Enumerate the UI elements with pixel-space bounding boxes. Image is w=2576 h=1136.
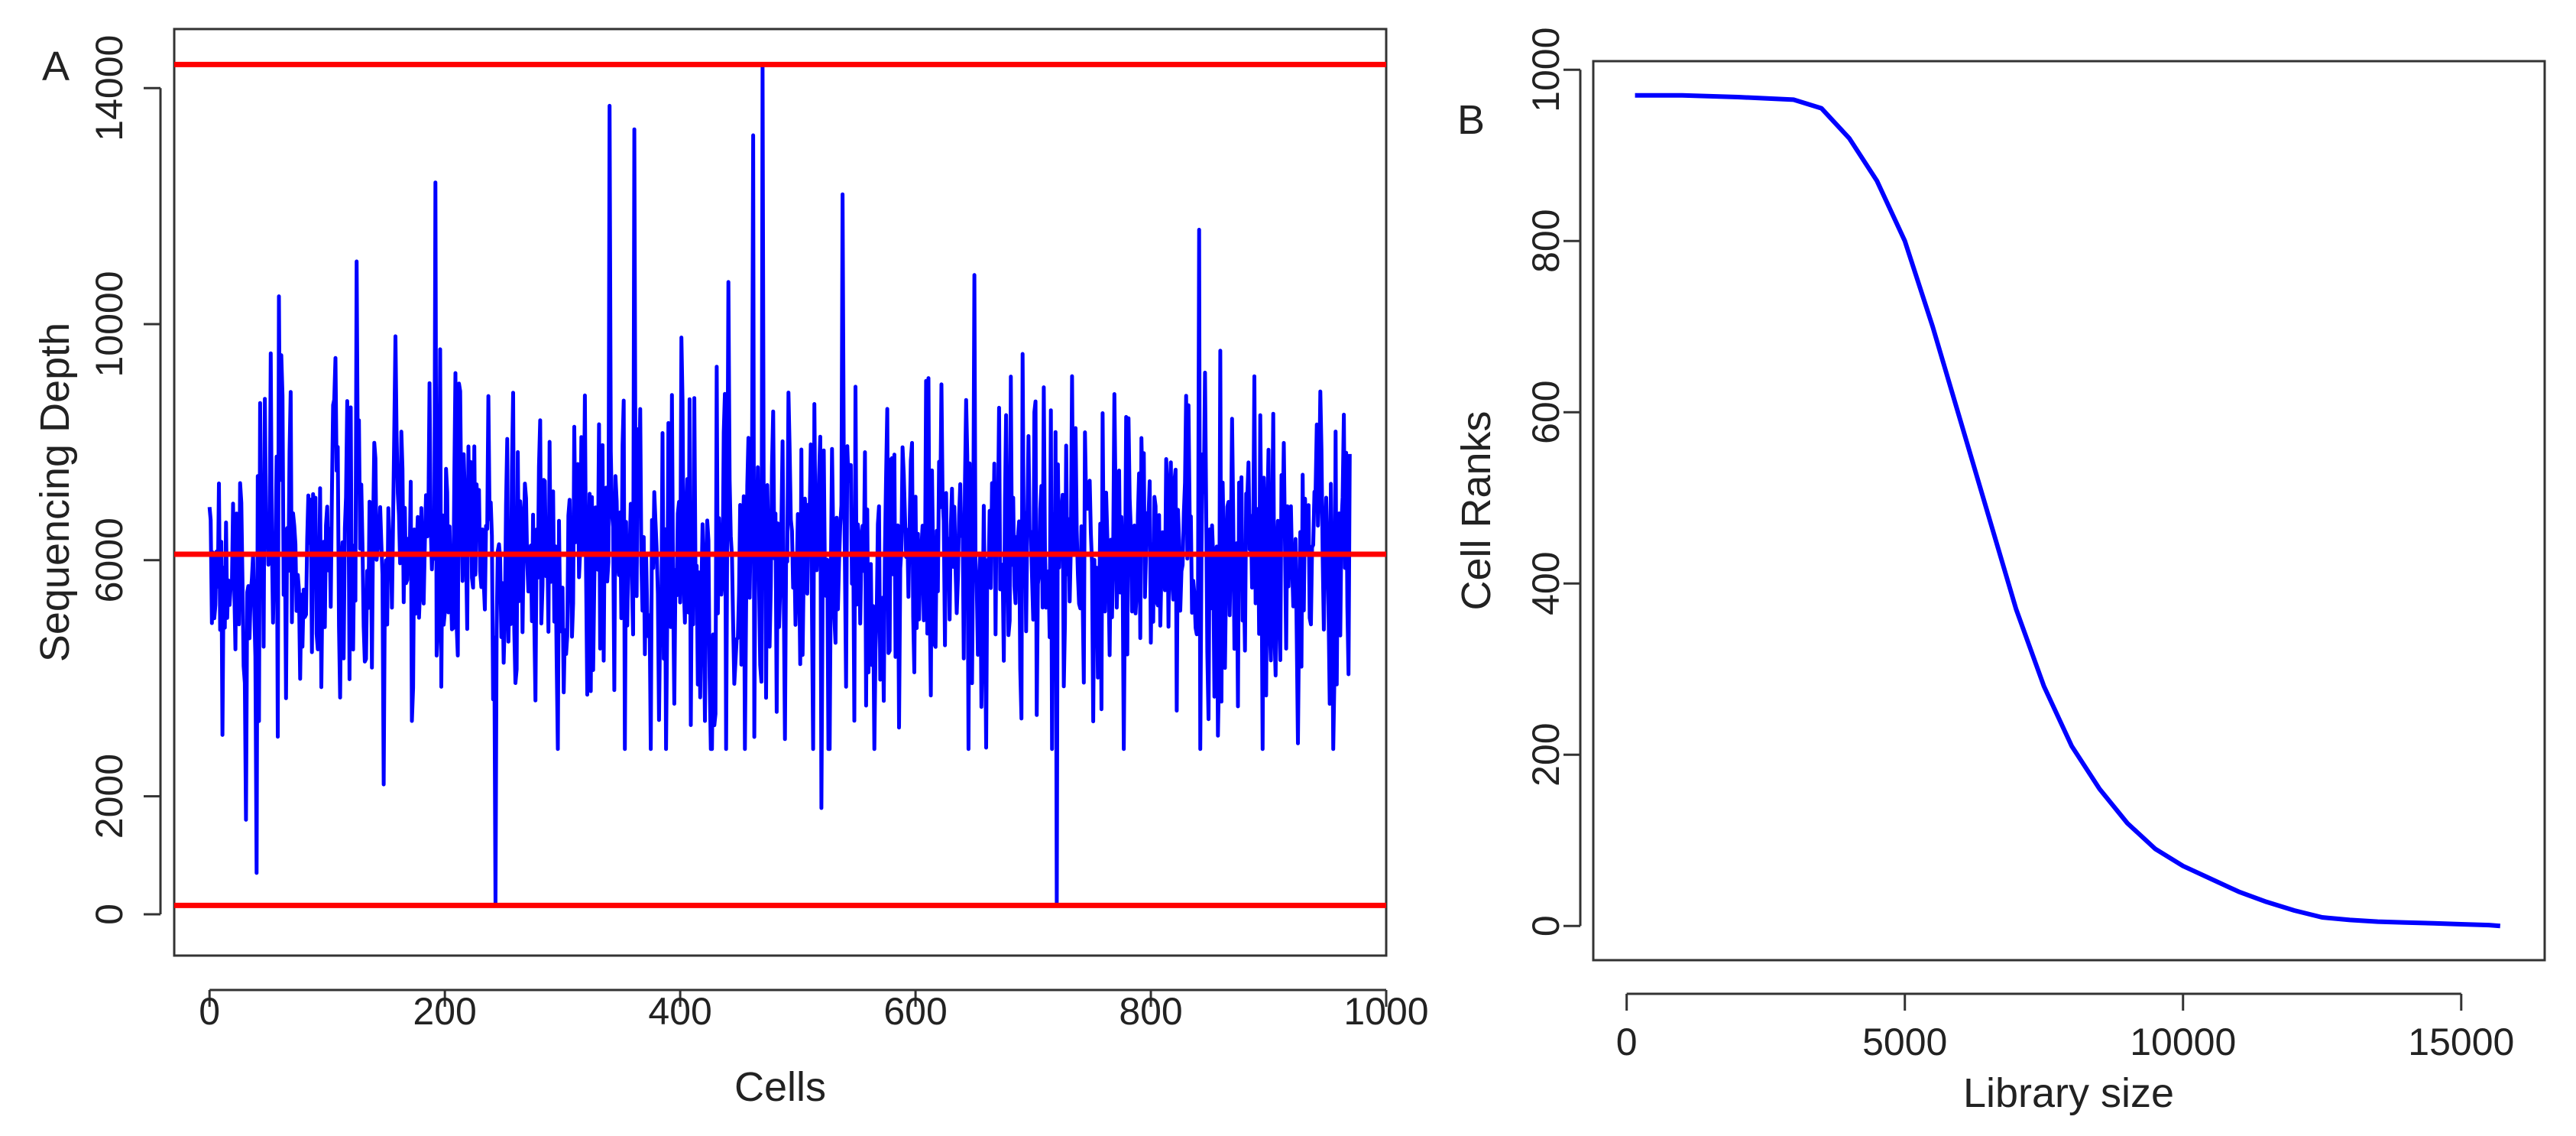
y-tick-label: 0 xyxy=(88,904,131,925)
x-tick-label: 15000 xyxy=(2408,1021,2514,1063)
y-tick-label: 2000 xyxy=(88,754,131,839)
x-tick-label: 10000 xyxy=(2130,1021,2236,1063)
x-tick-label: 600 xyxy=(883,990,947,1033)
y-tick-label: 0 xyxy=(1525,915,1567,936)
x-axis-title: Cells xyxy=(734,1064,826,1110)
panel-letter: B xyxy=(1457,97,1485,143)
x-tick-label: 0 xyxy=(199,990,220,1033)
panel-letter: A xyxy=(42,44,70,89)
plot-frame xyxy=(173,28,1388,957)
x-tick-label: 1000 xyxy=(1343,990,1428,1033)
y-tick-label: 14000 xyxy=(88,35,131,141)
y-tick-label: 400 xyxy=(1525,551,1567,615)
y-tick-label: 10000 xyxy=(88,271,131,377)
y-axis-title: Cell Ranks xyxy=(1453,411,1499,610)
y-tick-label: 600 xyxy=(1525,380,1567,443)
series-line-sequencing-depth xyxy=(207,62,1352,904)
y-tick-label: 200 xyxy=(1525,722,1567,786)
y-axis-title: Sequencing Depth xyxy=(32,323,78,662)
plot-frame xyxy=(1592,60,2546,962)
x-tick-label: 5000 xyxy=(1862,1021,1947,1063)
panel-b-cell-ranks: 0 5000 10000 15000 0 200 400 600 800 1000 Library … xyxy=(1453,28,2546,1116)
y-tick-label: 1000 xyxy=(1525,28,1567,112)
x-tick-label: 800 xyxy=(1119,990,1182,1033)
y-tick-label: 800 xyxy=(1525,209,1567,272)
x-tick-label: 400 xyxy=(648,990,711,1033)
series-line-cell-ranks xyxy=(1635,93,2501,929)
panel-a-sequencing-depth: 0 200 400 600 800 10000200060001000014000Cell… xyxy=(32,28,1429,1110)
x-tick-label: 200 xyxy=(413,990,476,1033)
x-tick-label: 0 xyxy=(1616,1021,1638,1063)
x-axis-title: Library size xyxy=(1963,1070,2174,1116)
y-tick-label: 6000 xyxy=(88,518,131,602)
